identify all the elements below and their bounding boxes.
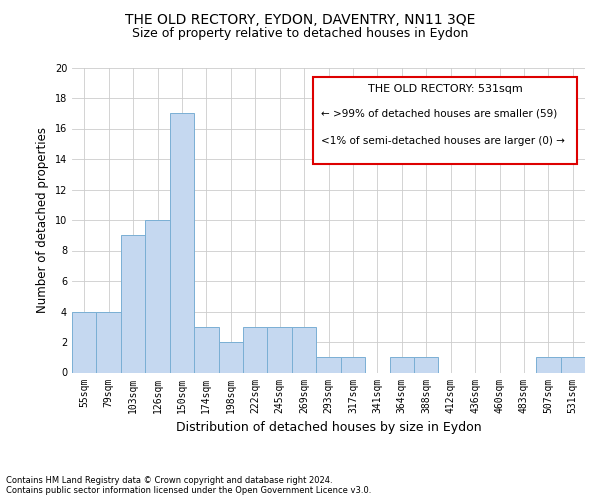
Bar [243,327,268,372]
Text: ← >99% of detached houses are smaller (59): ← >99% of detached houses are smaller (5… [321,108,557,118]
Bar [268,327,292,372]
X-axis label: Distribution of detached houses by size in Eydon: Distribution of detached houses by size … [176,421,481,434]
FancyBboxPatch shape [313,76,577,164]
Bar [145,220,170,372]
Bar [316,357,341,372]
Text: Size of property relative to detached houses in Eydon: Size of property relative to detached ho… [132,28,468,40]
Text: Contains public sector information licensed under the Open Government Licence v3: Contains public sector information licen… [6,486,371,495]
Bar [414,357,439,372]
Bar [341,357,365,372]
Text: Contains HM Land Registry data © Crown copyright and database right 2024.: Contains HM Land Registry data © Crown c… [6,476,332,485]
Bar [72,312,97,372]
Bar [121,236,145,372]
Bar [97,312,121,372]
Bar [194,327,218,372]
Text: THE OLD RECTORY: 531sqm: THE OLD RECTORY: 531sqm [368,84,523,94]
Bar [292,327,316,372]
Bar [218,342,243,372]
Text: <1% of semi-detached houses are larger (0) →: <1% of semi-detached houses are larger (… [321,136,565,146]
Bar [170,114,194,372]
Y-axis label: Number of detached properties: Number of detached properties [36,127,49,313]
Bar [536,357,560,372]
Bar [560,357,585,372]
Text: THE OLD RECTORY, EYDON, DAVENTRY, NN11 3QE: THE OLD RECTORY, EYDON, DAVENTRY, NN11 3… [125,12,475,26]
Bar [389,357,414,372]
